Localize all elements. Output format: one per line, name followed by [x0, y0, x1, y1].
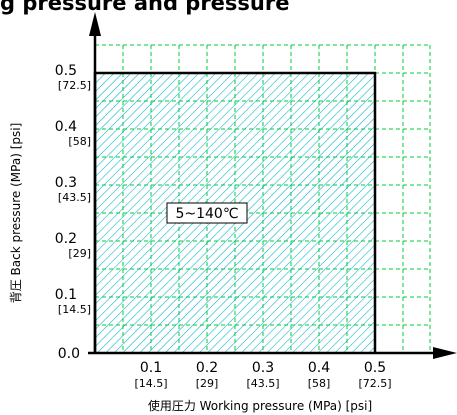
chart-title-fragment: g pressure and pressure — [0, 0, 290, 15]
y-tick-label: 0.5 — [55, 63, 77, 79]
y-tick-psi-label: [58] — [68, 135, 91, 148]
x-axis-arrow — [433, 347, 457, 359]
y-tick-label: 0.3 — [55, 175, 77, 191]
region-label-box — [166, 202, 248, 224]
y-tick-label: 0.2 — [55, 231, 77, 247]
x-tick-label: 0.1 — [140, 360, 162, 376]
x-tick-psi-label: [14.5] — [134, 377, 167, 390]
x-tick-psi-label: [72.5] — [358, 377, 391, 390]
x-axis-title: 使用圧力 Working pressure (MPa) [psi] — [148, 398, 372, 413]
x-tick-psi-label: [43.5] — [246, 377, 279, 390]
y-tick-label: 0.1 — [55, 287, 77, 303]
y-axis-arrow — [89, 12, 101, 36]
x-tick-label: 0.2 — [196, 360, 218, 376]
y-tick-psi-label: [29] — [68, 247, 91, 260]
x-tick-psi-label: [58] — [308, 377, 331, 390]
operating-region: 5~140℃ — [93, 71, 377, 353]
y-tick-label: 0.4 — [55, 119, 77, 135]
y-tick-psi-label: [43.5] — [58, 191, 91, 204]
y-tick-psi-label: [72.5] — [58, 79, 91, 92]
region-label: 5~140℃ — [175, 206, 238, 222]
y-axis-title: 背圧 Back pressure (MPa) [psi] — [9, 123, 23, 304]
x-tick-label: 0.5 — [364, 360, 386, 376]
tick-labels: 0.00.1[14.5]0.2[29]0.3[43.5]0.4[58]0.5[7… — [55, 63, 392, 390]
x-tick-psi-label: [29] — [196, 377, 219, 390]
y-tick-label: 0.0 — [58, 346, 80, 362]
axes — [88, 12, 457, 359]
x-tick-label: 0.3 — [252, 360, 274, 376]
y-tick-psi-label: [14.5] — [58, 303, 91, 316]
axis-titles: 使用圧力 Working pressure (MPa) [psi] 背圧 Back… — [9, 123, 372, 413]
x-tick-label: 0.4 — [308, 360, 330, 376]
